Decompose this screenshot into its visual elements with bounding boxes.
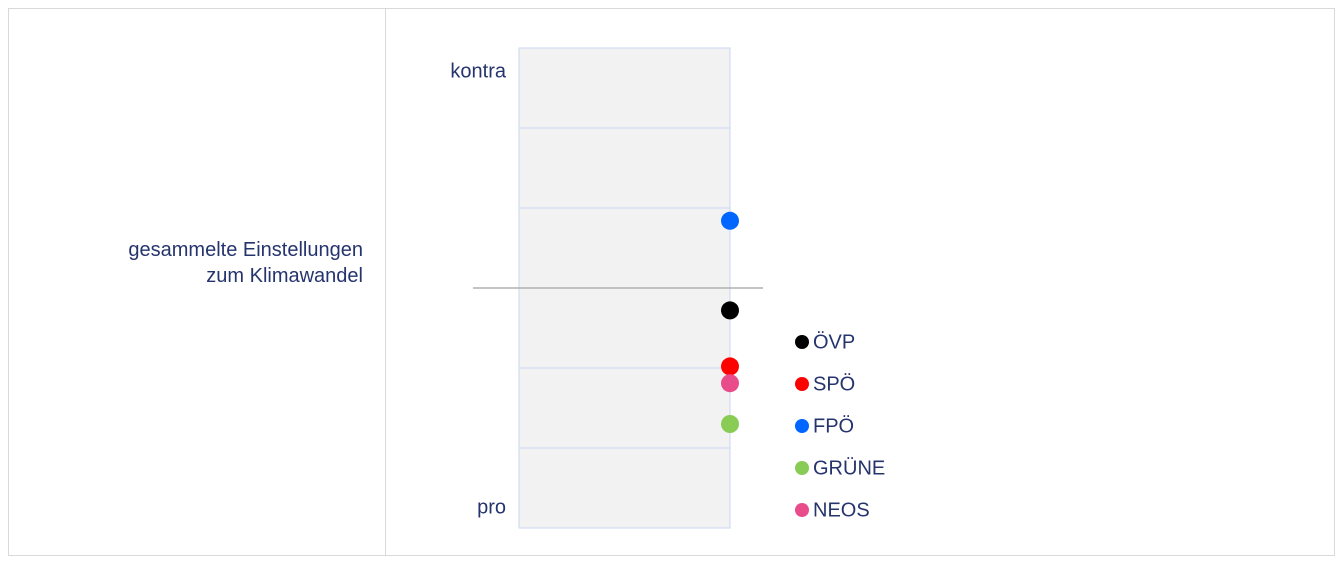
legend-swatch bbox=[795, 377, 809, 391]
table-frame bbox=[8, 8, 1335, 556]
divider bbox=[385, 8, 386, 556]
legend-swatch bbox=[795, 461, 809, 475]
legend-label: ÖVP bbox=[813, 331, 855, 353]
party-dot bbox=[721, 415, 739, 433]
legend-label: FPÖ bbox=[813, 415, 854, 437]
legend-label: NEOS bbox=[813, 499, 870, 521]
legend-label: SPÖ bbox=[813, 373, 855, 395]
legend-swatch bbox=[795, 419, 809, 433]
legend-label: GRÜNE bbox=[813, 457, 885, 479]
party-dot bbox=[721, 357, 739, 376]
party-dot bbox=[721, 301, 739, 320]
legend-swatch bbox=[795, 503, 809, 517]
top-label: kontra bbox=[450, 60, 506, 82]
category-label: gesammelte Einstellungen zum Klimawandel bbox=[128, 239, 363, 287]
legend-swatch bbox=[795, 335, 809, 349]
bottom-label: pro bbox=[477, 496, 506, 518]
party-dot bbox=[721, 374, 739, 393]
party-dot bbox=[721, 211, 739, 230]
